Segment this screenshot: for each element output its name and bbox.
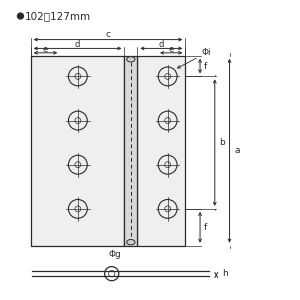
FancyBboxPatch shape [124, 56, 137, 246]
Text: 102・127mm: 102・127mm [25, 11, 91, 21]
Text: h: h [222, 269, 228, 278]
Ellipse shape [127, 239, 135, 245]
Text: e: e [169, 45, 174, 54]
Text: Φi: Φi [178, 48, 211, 68]
Text: c: c [106, 30, 110, 39]
FancyBboxPatch shape [31, 56, 124, 246]
Text: d: d [75, 40, 80, 50]
Text: e: e [43, 45, 48, 54]
Text: d: d [159, 40, 164, 50]
Text: f: f [204, 223, 207, 232]
Text: a: a [235, 146, 240, 155]
Text: Φg: Φg [108, 250, 121, 259]
Text: b: b [219, 138, 225, 147]
Text: f: f [204, 61, 207, 70]
Ellipse shape [127, 57, 135, 62]
FancyBboxPatch shape [137, 56, 185, 246]
Circle shape [17, 13, 23, 19]
